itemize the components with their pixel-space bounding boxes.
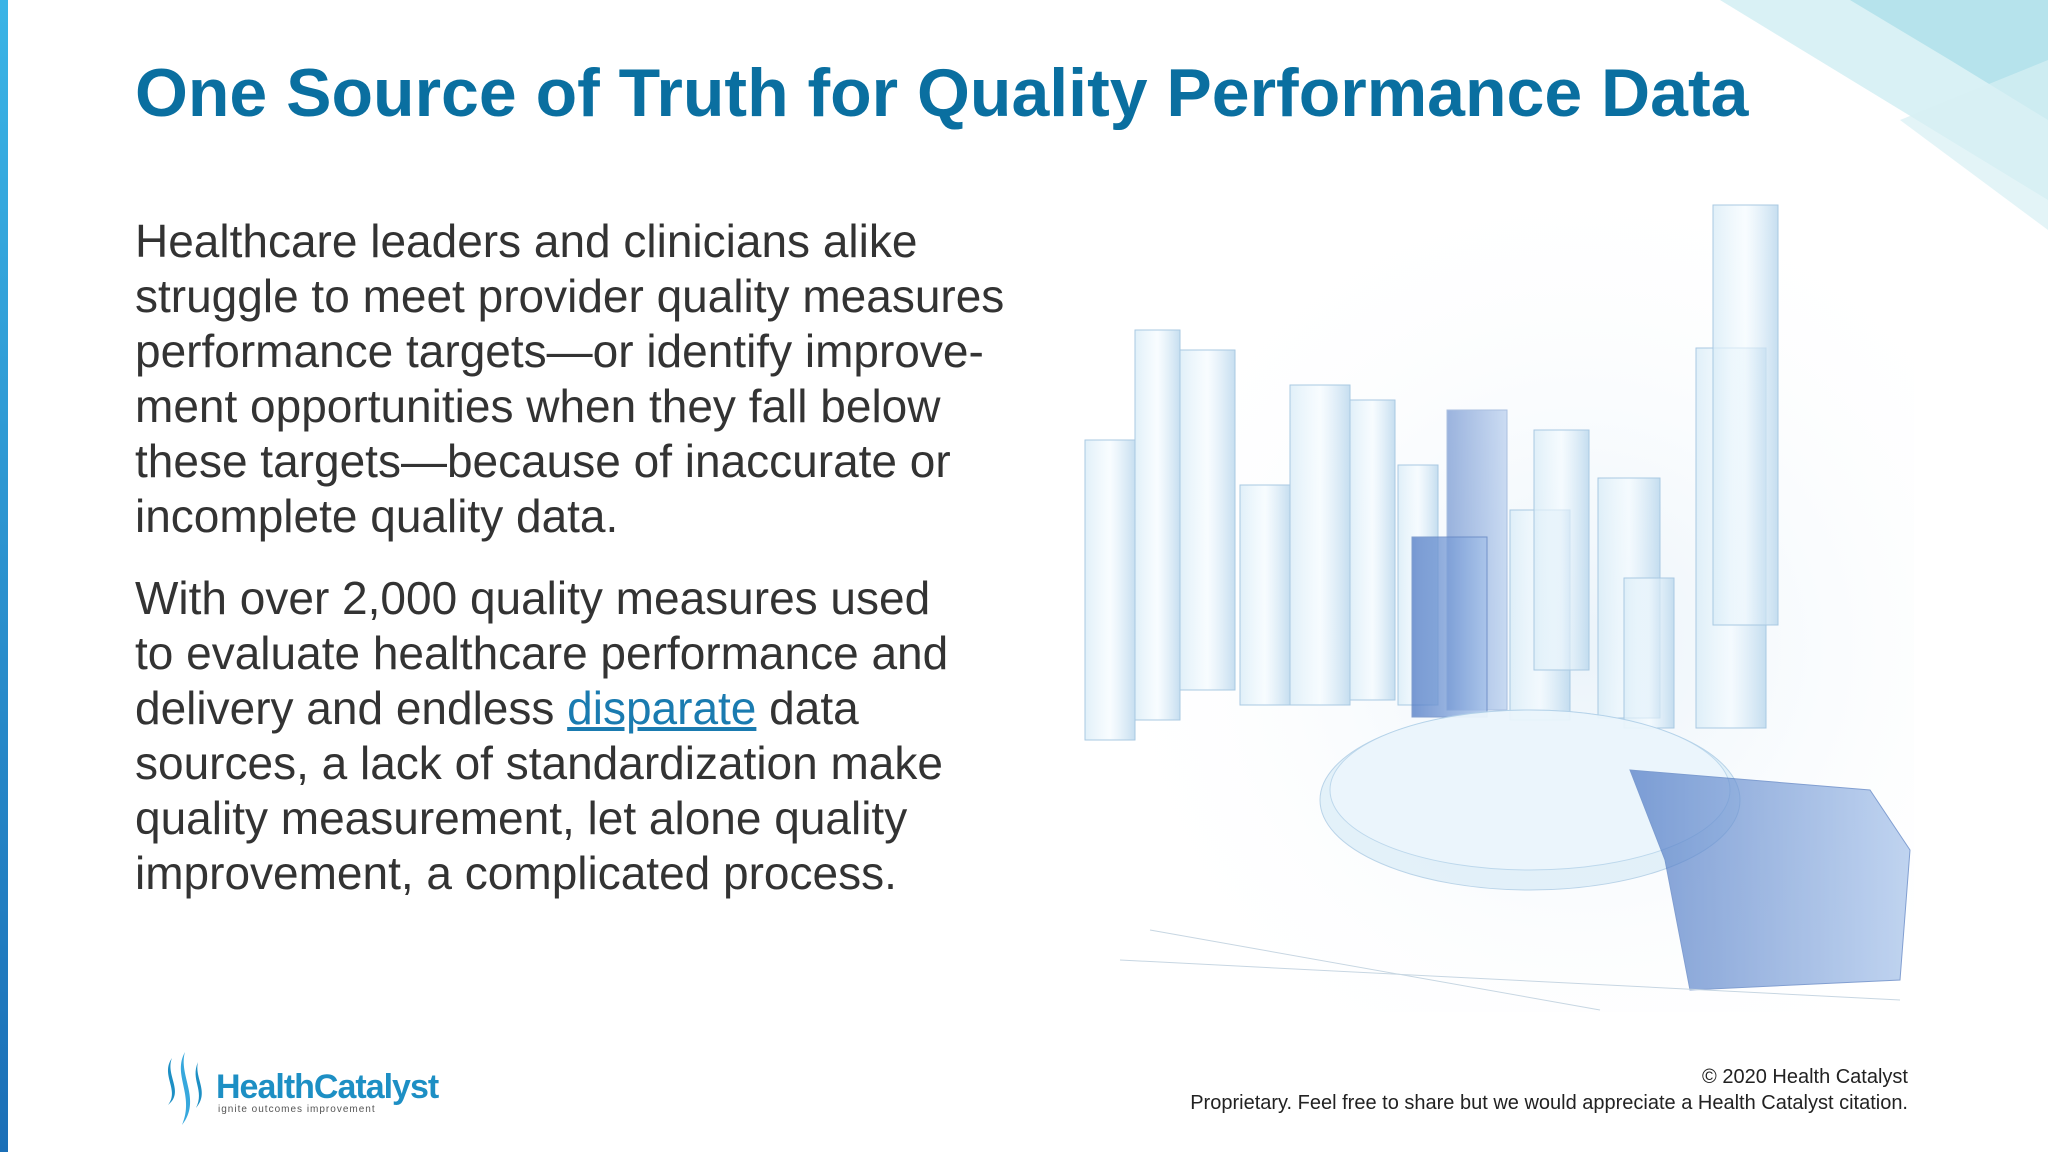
text-line: performance targets—or identify improve- <box>135 325 984 377</box>
text-line: sources, a lack of standardization make <box>135 737 943 789</box>
copyright: © 2020 Health Catalyst <box>1702 1066 1908 1088</box>
text-line: ment opportunities when they fall below <box>135 380 941 432</box>
text-line: delivery and endless disparate data <box>135 681 948 736</box>
text: delivery and endless <box>135 682 568 734</box>
corner-shape <box>1850 0 2048 120</box>
text-line: these targets—because of inaccurate or <box>135 435 951 487</box>
paragraph: With over 2,000 quality measures used to … <box>135 571 948 901</box>
text-line: improvement, a complicated process. <box>135 847 897 899</box>
text-line: to evaluate healthcare performance and <box>135 627 949 679</box>
logo-tagline: ignite outcomes improvement <box>218 1104 376 1115</box>
text-line: Healthcare leaders and clinicians alike <box>135 215 918 267</box>
link[interactable]: disparate <box>567 682 757 734</box>
text-line: quality measurement, let alone quality <box>135 792 908 844</box>
logo-text: HealthCatalyst <box>216 1068 439 1106</box>
title: One Source of Truth for Quality Performa… <box>135 55 1749 131</box>
text: data <box>756 682 859 734</box>
edge-bar <box>0 0 8 1152</box>
notice: Proprietary. Feel free to share but we w… <box>1190 1092 1908 1114</box>
text-line: incomplete quality data. <box>135 490 619 542</box>
logo-icon <box>168 1052 202 1125</box>
text-line: With over 2,000 quality measures used <box>135 572 931 624</box>
paragraph: Healthcare leaders and clinicians alike s… <box>135 214 1004 544</box>
text-line: struggle to meet provider quality measur… <box>135 270 1005 322</box>
illustration <box>1084 196 1914 1012</box>
corner-shape <box>1900 60 2048 230</box>
